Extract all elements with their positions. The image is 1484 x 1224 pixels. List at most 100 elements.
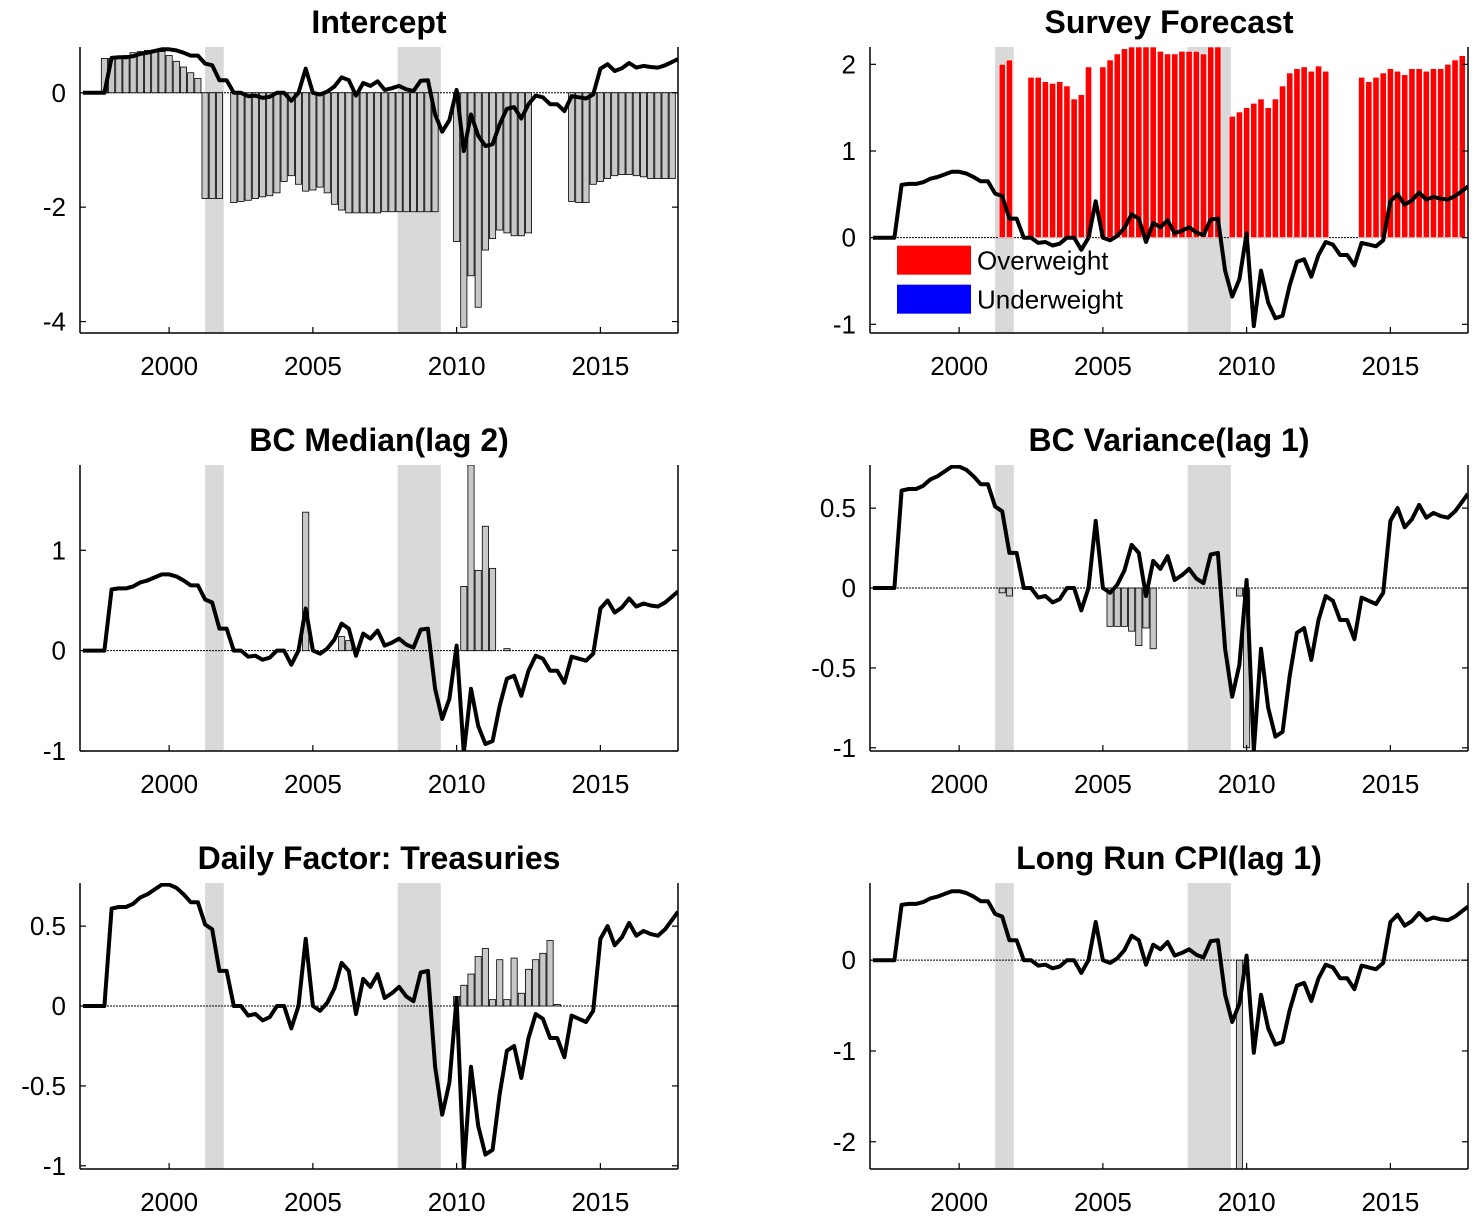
y-tick-label: -1 bbox=[833, 309, 856, 339]
y-tick-label: 0 bbox=[842, 223, 856, 253]
bar bbox=[280, 92, 288, 182]
bar bbox=[654, 92, 662, 179]
bar bbox=[474, 569, 482, 652]
bar bbox=[1135, 587, 1143, 646]
panel-long-run-cpi: Long Run CPI(lag 1) 2000 2005 2010 2015 -2 -1 0 bbox=[833, 840, 1469, 1217]
bar bbox=[1430, 68, 1437, 238]
y-tick-label: 0.5 bbox=[820, 493, 856, 523]
bar bbox=[1113, 587, 1121, 627]
bar bbox=[1236, 111, 1243, 238]
bar bbox=[474, 92, 482, 308]
bar bbox=[1300, 66, 1308, 238]
plot-area bbox=[870, 47, 1468, 333]
x-tick-label: 2005 bbox=[284, 769, 342, 799]
bar bbox=[208, 92, 216, 199]
series-line bbox=[82, 47, 678, 154]
bar bbox=[309, 92, 317, 191]
bar bbox=[1286, 72, 1294, 238]
y-tick-label: -0.5 bbox=[21, 1071, 66, 1101]
bar bbox=[517, 92, 525, 237]
panel-daily-factor-treasuries: Daily Factor: Treasuries 2000 2005 2010 2015… bbox=[21, 840, 679, 1217]
bar bbox=[172, 60, 180, 94]
bar bbox=[611, 92, 619, 177]
bar bbox=[481, 92, 489, 251]
y-tick-label: 1 bbox=[52, 535, 66, 565]
bar bbox=[1365, 81, 1373, 238]
bar bbox=[352, 92, 360, 214]
bar bbox=[1250, 103, 1258, 238]
bar bbox=[503, 92, 511, 234]
bar bbox=[503, 648, 511, 652]
bar bbox=[273, 92, 281, 194]
bar bbox=[1185, 51, 1193, 238]
x-tick-label: 2015 bbox=[571, 769, 629, 799]
bar bbox=[1192, 51, 1200, 238]
y-tick-label: 0 bbox=[842, 573, 856, 603]
panel-bc-variance: BC Variance(lag 1) 2000 2005 2010 2015 -1 -0.5… bbox=[811, 422, 1469, 799]
bar bbox=[998, 64, 1006, 238]
bar bbox=[1164, 53, 1171, 238]
bar bbox=[431, 92, 439, 213]
recession-shade bbox=[205, 883, 224, 1169]
y-tick-label: 0.5 bbox=[30, 911, 66, 941]
x-tick-label: 2000 bbox=[140, 1187, 198, 1217]
bar bbox=[294, 92, 302, 185]
bar bbox=[1401, 74, 1409, 238]
bar bbox=[1271, 98, 1279, 238]
bar bbox=[424, 92, 432, 213]
bar bbox=[582, 92, 590, 203]
x-tick-label: 2000 bbox=[930, 351, 988, 381]
bar bbox=[1085, 66, 1092, 238]
bar bbox=[251, 92, 259, 199]
x-tick-label: 2015 bbox=[1361, 1187, 1419, 1217]
bar bbox=[1422, 70, 1430, 238]
bar bbox=[1142, 47, 1150, 238]
panel-bc-median: BC Median(lag 2) 2000 2005 2010 2015 -1 0 1 bbox=[43, 422, 679, 799]
legend-label-underweight: Underweight bbox=[977, 285, 1124, 315]
plot-area bbox=[870, 883, 1468, 1169]
y-tick-label: -1 bbox=[43, 736, 66, 766]
bar bbox=[381, 92, 389, 213]
bar bbox=[144, 50, 152, 94]
bar bbox=[1149, 47, 1157, 238]
series-line bbox=[872, 169, 1468, 329]
bar bbox=[1099, 66, 1107, 238]
y-tick-label: 1 bbox=[842, 136, 856, 166]
legend-swatch-overweight bbox=[897, 245, 971, 275]
bar bbox=[1041, 81, 1049, 238]
bar bbox=[1056, 81, 1064, 238]
panel-survey-forecast: Survey Forecast Overweight Underweight 2… bbox=[833, 4, 1469, 381]
bar bbox=[1379, 72, 1387, 238]
bar bbox=[302, 511, 310, 652]
recession-shade bbox=[1187, 465, 1231, 751]
chart-title: BC Median(lag 2) bbox=[249, 422, 509, 458]
bar bbox=[496, 92, 504, 231]
series-line bbox=[872, 465, 1468, 751]
legend-label-overweight: Overweight bbox=[977, 246, 1109, 276]
series-line bbox=[82, 883, 678, 1169]
bar bbox=[489, 999, 497, 1007]
bar bbox=[266, 92, 274, 197]
bar bbox=[1293, 68, 1301, 238]
x-tick-label: 2010 bbox=[428, 769, 486, 799]
bar bbox=[402, 92, 410, 213]
bar bbox=[596, 92, 604, 182]
x-tick-label: 2015 bbox=[1361, 769, 1419, 799]
plot-area bbox=[870, 465, 1468, 751]
bar bbox=[165, 55, 173, 94]
bar bbox=[1451, 59, 1459, 238]
bar bbox=[1006, 59, 1013, 238]
chart-title: Intercept bbox=[311, 4, 446, 40]
x-tick-label: 2005 bbox=[1074, 769, 1132, 799]
bar bbox=[496, 959, 504, 1007]
bar bbox=[1120, 587, 1128, 627]
plot-area bbox=[80, 47, 678, 333]
bar bbox=[194, 78, 202, 94]
bar bbox=[237, 92, 245, 202]
bar bbox=[481, 948, 489, 1007]
bar bbox=[668, 92, 676, 179]
y-tick-label: -4 bbox=[43, 307, 66, 337]
y-tick-label: -2 bbox=[833, 1127, 856, 1157]
bar bbox=[187, 72, 195, 94]
bar bbox=[1228, 116, 1236, 238]
